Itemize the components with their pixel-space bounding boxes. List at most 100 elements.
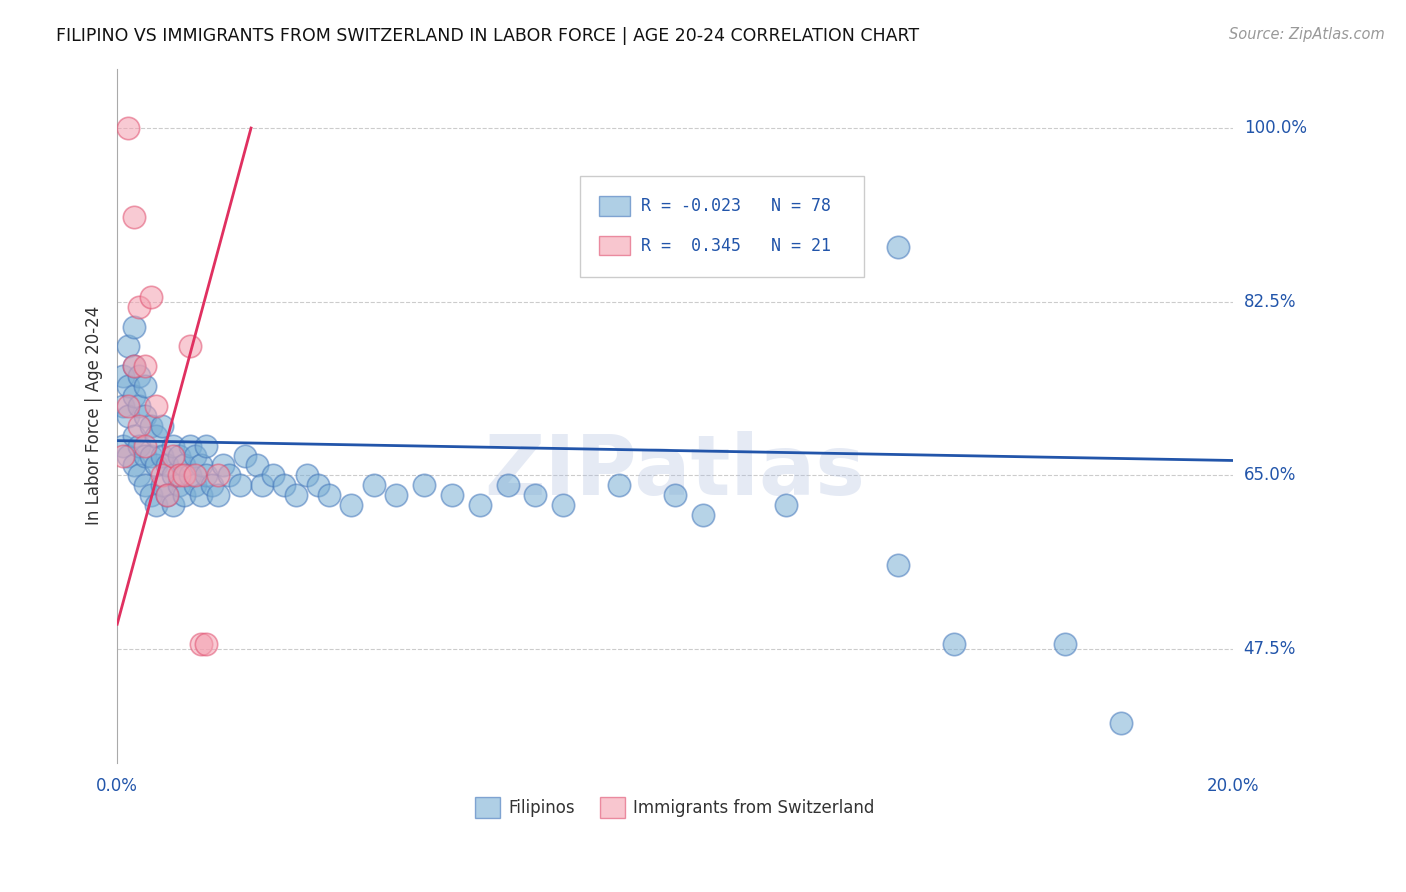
Point xyxy=(122,319,145,334)
Point xyxy=(284,488,307,502)
Point xyxy=(184,468,207,483)
Point xyxy=(496,478,519,492)
Point xyxy=(412,478,434,492)
Point xyxy=(1109,716,1132,731)
Point xyxy=(117,449,139,463)
Point xyxy=(117,399,139,413)
Point xyxy=(195,468,218,483)
Text: 0.0%: 0.0% xyxy=(96,777,138,795)
Point xyxy=(162,468,184,483)
Point xyxy=(273,478,295,492)
Point xyxy=(111,449,134,463)
Bar xyxy=(599,196,630,216)
Point xyxy=(195,637,218,651)
Point xyxy=(440,488,463,502)
Point xyxy=(156,458,179,473)
Point xyxy=(664,488,686,502)
Point xyxy=(942,637,965,651)
Point xyxy=(128,369,150,384)
Point xyxy=(111,439,134,453)
Point xyxy=(262,468,284,483)
Point xyxy=(887,240,910,254)
Point xyxy=(122,359,145,374)
Point xyxy=(122,389,145,403)
Point xyxy=(128,439,150,453)
Point xyxy=(692,508,714,522)
Point xyxy=(117,339,139,353)
FancyBboxPatch shape xyxy=(581,177,865,277)
Point xyxy=(150,418,173,433)
Point xyxy=(134,359,156,374)
Point xyxy=(134,478,156,492)
Point xyxy=(139,449,162,463)
Point xyxy=(128,468,150,483)
Point xyxy=(887,558,910,572)
Point xyxy=(246,458,269,473)
Point xyxy=(553,498,575,512)
Point xyxy=(173,468,195,483)
Point xyxy=(128,399,150,413)
Point xyxy=(145,399,167,413)
Point xyxy=(195,439,218,453)
Point xyxy=(385,488,408,502)
Point xyxy=(122,211,145,225)
Point xyxy=(295,468,318,483)
Point xyxy=(190,458,212,473)
Point xyxy=(607,478,630,492)
Text: Source: ZipAtlas.com: Source: ZipAtlas.com xyxy=(1229,27,1385,42)
Point xyxy=(122,428,145,442)
Point xyxy=(122,458,145,473)
Text: 65.0%: 65.0% xyxy=(1244,467,1296,484)
Point xyxy=(201,478,224,492)
Point xyxy=(190,488,212,502)
Point xyxy=(162,498,184,512)
Point xyxy=(184,478,207,492)
Point xyxy=(235,449,257,463)
Text: 100.0%: 100.0% xyxy=(1244,119,1306,137)
Point xyxy=(150,478,173,492)
Text: R = -0.023   N = 78: R = -0.023 N = 78 xyxy=(641,197,831,215)
Point xyxy=(207,468,229,483)
Point xyxy=(134,379,156,393)
Point xyxy=(212,458,235,473)
Text: FILIPINO VS IMMIGRANTS FROM SWITZERLAND IN LABOR FORCE | AGE 20-24 CORRELATION C: FILIPINO VS IMMIGRANTS FROM SWITZERLAND … xyxy=(56,27,920,45)
Legend: Filipinos, Immigrants from Switzerland: Filipinos, Immigrants from Switzerland xyxy=(468,790,882,824)
Point xyxy=(179,339,201,353)
Point xyxy=(162,439,184,453)
Point xyxy=(139,418,162,433)
Point xyxy=(318,488,340,502)
Point xyxy=(190,637,212,651)
Text: 82.5%: 82.5% xyxy=(1244,293,1296,310)
Point xyxy=(134,409,156,423)
Bar xyxy=(599,235,630,255)
Point xyxy=(179,468,201,483)
Text: 20.0%: 20.0% xyxy=(1206,777,1258,795)
Point xyxy=(111,399,134,413)
Point xyxy=(145,498,167,512)
Point xyxy=(173,488,195,502)
Y-axis label: In Labor Force | Age 20-24: In Labor Force | Age 20-24 xyxy=(86,306,103,525)
Point xyxy=(117,121,139,136)
Point xyxy=(207,488,229,502)
Point xyxy=(524,488,547,502)
Point xyxy=(128,300,150,314)
Point xyxy=(229,478,252,492)
Point xyxy=(139,290,162,304)
Text: 47.5%: 47.5% xyxy=(1244,640,1296,658)
Point xyxy=(340,498,363,512)
Point xyxy=(775,498,797,512)
Point xyxy=(122,359,145,374)
Point xyxy=(145,428,167,442)
Text: R =  0.345   N = 21: R = 0.345 N = 21 xyxy=(641,236,831,254)
Point xyxy=(167,468,190,483)
Point xyxy=(468,498,491,512)
Point xyxy=(167,478,190,492)
Point xyxy=(156,488,179,502)
Point xyxy=(167,449,190,463)
Point xyxy=(145,458,167,473)
Point xyxy=(134,449,156,463)
Point xyxy=(218,468,240,483)
Point xyxy=(173,458,195,473)
Point xyxy=(162,449,184,463)
Point xyxy=(307,478,329,492)
